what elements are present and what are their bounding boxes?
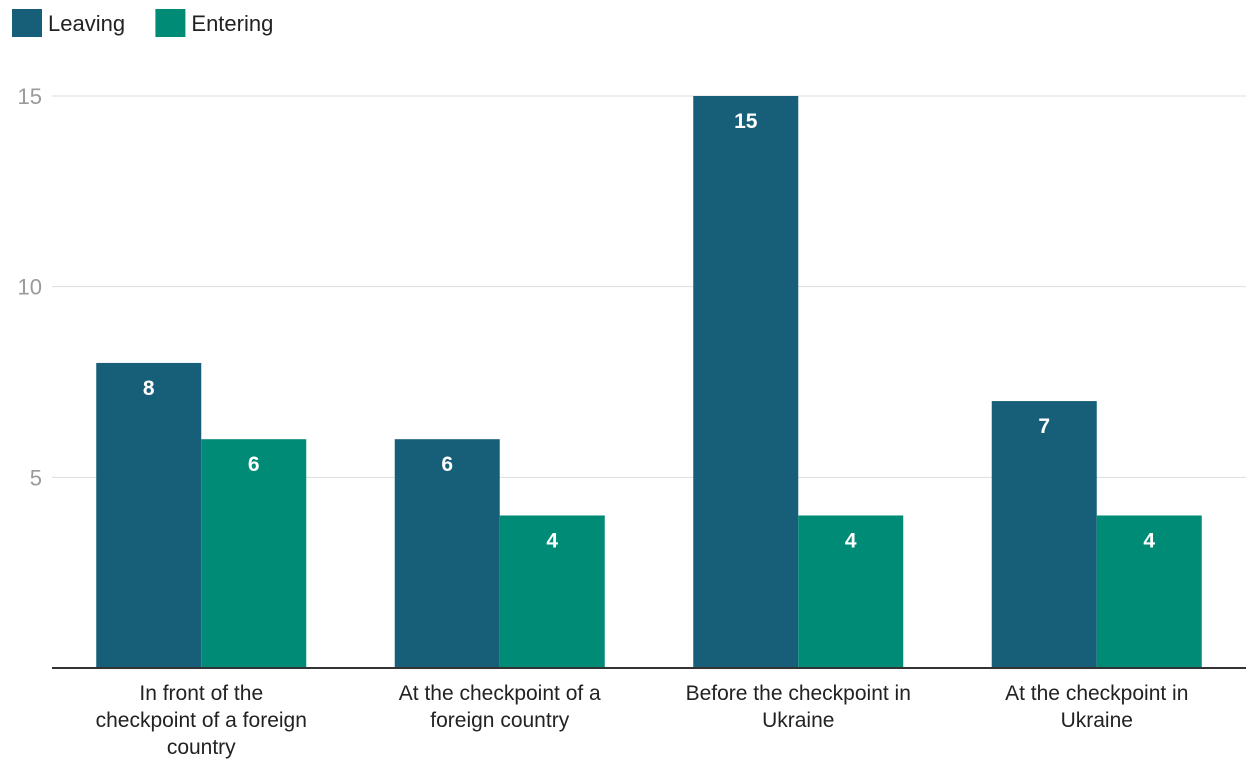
- data-labels: 8 6 6 4 15 4 7 4: [143, 110, 1156, 552]
- bar-entering: [201, 439, 307, 668]
- bars: [96, 96, 1202, 668]
- data-label-entering: 4: [1143, 529, 1155, 552]
- data-label-entering: 4: [546, 529, 558, 552]
- bar-entering: [499, 515, 605, 668]
- legend: Leaving Entering: [12, 9, 273, 37]
- bar-leaving: [693, 96, 799, 668]
- x-tick-label: At the checkpoint of a foreign country: [399, 682, 601, 732]
- x-tick-label: Before the checkpoint in Ukraine: [686, 682, 911, 732]
- y-tick-label: 15: [18, 84, 42, 109]
- legend-swatch-leaving: [12, 9, 42, 37]
- bar-leaving: [991, 401, 1097, 668]
- y-tick-label: 5: [30, 465, 42, 490]
- legend-label-leaving: Leaving: [48, 11, 125, 36]
- bar-entering: [798, 515, 904, 668]
- bar-leaving: [394, 439, 500, 668]
- x-tick-label: In front of the checkpoint of a foreign co…: [96, 682, 307, 759]
- x-tick-label: At the checkpoint in Ukraine: [1005, 682, 1188, 732]
- data-label-entering: 4: [845, 529, 857, 552]
- bar-entering: [1096, 515, 1202, 668]
- data-label-leaving: 15: [734, 110, 758, 133]
- y-tick-label: 10: [18, 275, 42, 300]
- data-label-leaving: 6: [441, 453, 453, 476]
- x-axis: In front of the checkpoint of a foreign co…: [96, 682, 1189, 759]
- legend-swatch-entering: [155, 9, 186, 37]
- bar-leaving: [96, 362, 202, 668]
- y-axis: 5 10 15: [18, 84, 42, 490]
- data-label-entering: 6: [248, 453, 260, 476]
- legend-label-entering: Entering: [191, 11, 273, 36]
- data-label-leaving: 7: [1038, 415, 1050, 438]
- data-label-leaving: 8: [143, 377, 155, 400]
